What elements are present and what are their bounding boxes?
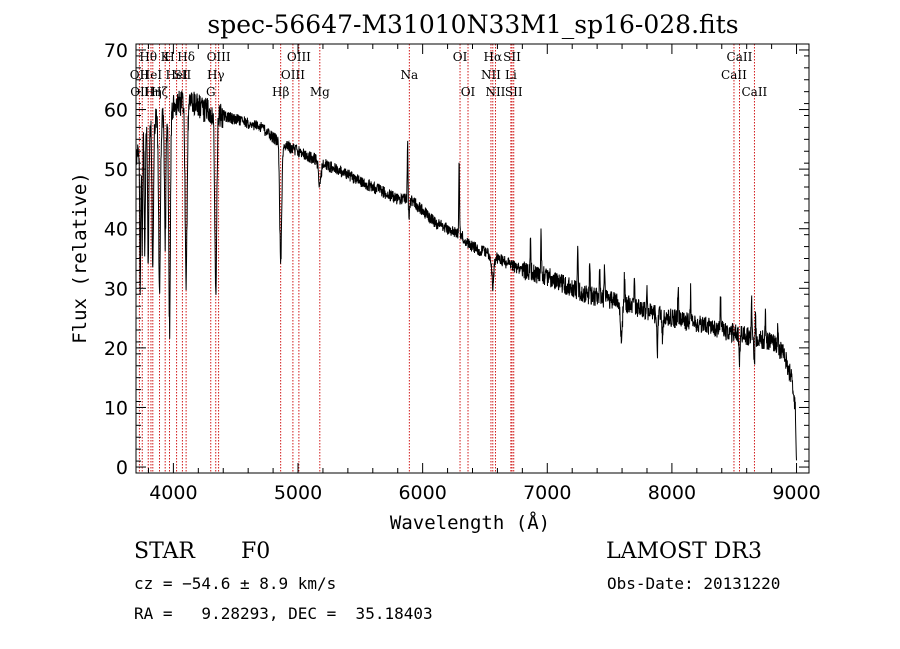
x-tick-label: 8000 xyxy=(648,482,696,504)
spectrum-chart: spec-56647-M31010N33M1_sp16-028.fits 400… xyxy=(69,10,821,534)
x-axis-label: Wavelength (Å) xyxy=(390,511,550,534)
chart-title: spec-56647-M31010N33M1_sp16-028.fits xyxy=(207,10,738,39)
spectral-line-label: SII xyxy=(503,50,521,64)
spectral-line-label: HeI xyxy=(165,68,188,82)
y-tick-label: 40 xyxy=(104,219,128,241)
spectral-line-label: OI xyxy=(453,50,468,64)
y-tick-label: 70 xyxy=(104,40,128,62)
spectral-line-label: CaII xyxy=(741,85,767,99)
y-tick-label: 10 xyxy=(104,397,128,419)
spectral-line-label: SII xyxy=(505,85,523,99)
spectral-line-label: HeI xyxy=(140,68,163,82)
x-tick-label: 5000 xyxy=(274,482,322,504)
spectral-line-label: Hγ xyxy=(207,68,225,82)
coordinates: RA = 9.28293, DEC = 35.18403 xyxy=(134,604,433,623)
plot-frame xyxy=(135,43,810,474)
spectral-line-label: CaII xyxy=(721,68,747,82)
spectral-line-label: SII xyxy=(174,68,192,82)
spectral-line-label: Li xyxy=(505,68,517,82)
spectral-line-labels: OIIOIIIHθHeIHηHζKHHeISIIHδGHγOIIIHβOIIIO… xyxy=(130,50,768,99)
spectral-line-label: OI xyxy=(461,85,476,99)
x-tick-label: 9000 xyxy=(772,482,820,504)
y-tick-label: 20 xyxy=(104,338,128,360)
x-tick-label: 4000 xyxy=(149,482,197,504)
spectral-line-label: Na xyxy=(400,68,418,82)
y-tick-label: 50 xyxy=(104,159,128,181)
x-tick-label: 7000 xyxy=(523,482,571,504)
spectral-line-label: G xyxy=(206,85,216,99)
spectral-line-label: Hδ xyxy=(177,50,195,64)
x-tick-label: 6000 xyxy=(398,482,446,504)
spectral-line-label: Hβ xyxy=(272,85,289,99)
spectral-line-label: Hα xyxy=(484,50,503,64)
spectral-line-label: OIII xyxy=(281,68,305,82)
spectral-line-label: OII xyxy=(130,68,150,82)
object-class: STAR xyxy=(134,539,195,564)
redshift-velocity: cz = −54.6 ± 8.9 km/s xyxy=(134,574,337,593)
spectral-line-label: Hθ xyxy=(139,50,157,64)
y-tick-label: 60 xyxy=(104,100,128,122)
observation-date: Obs-Date: 20131220 xyxy=(607,574,781,593)
survey-name: LAMOST DR3 xyxy=(606,539,762,564)
spectral-line-label: H xyxy=(164,50,174,64)
y-tick-label: 0 xyxy=(116,457,128,479)
spectral-line-label: CaII xyxy=(727,50,753,64)
y-tick-label: 30 xyxy=(104,278,128,300)
spectrum-line xyxy=(135,90,797,461)
spectral-line-label: NII xyxy=(481,68,501,82)
spectral-line-label: K xyxy=(161,50,171,64)
spectral-line-label: Hζ xyxy=(151,85,168,99)
spectral-line-markers xyxy=(138,44,755,473)
spectral-line-label: Hη xyxy=(144,85,162,99)
spectral-line-label: Mg xyxy=(310,85,330,99)
object-subclass: F0 xyxy=(241,539,271,564)
axis-ticks: 4000 5000 6000 7000 8000 9000 0 10 20 30 40 50 60 70 xyxy=(104,40,821,504)
spectral-line-label: OIII xyxy=(130,85,154,99)
y-axis-label: Flux (relative) xyxy=(69,172,91,344)
spectral-line-label: NII xyxy=(485,85,505,99)
spectral-line-label: OIII xyxy=(287,50,311,64)
spectral-line-label: OIII xyxy=(207,50,231,64)
